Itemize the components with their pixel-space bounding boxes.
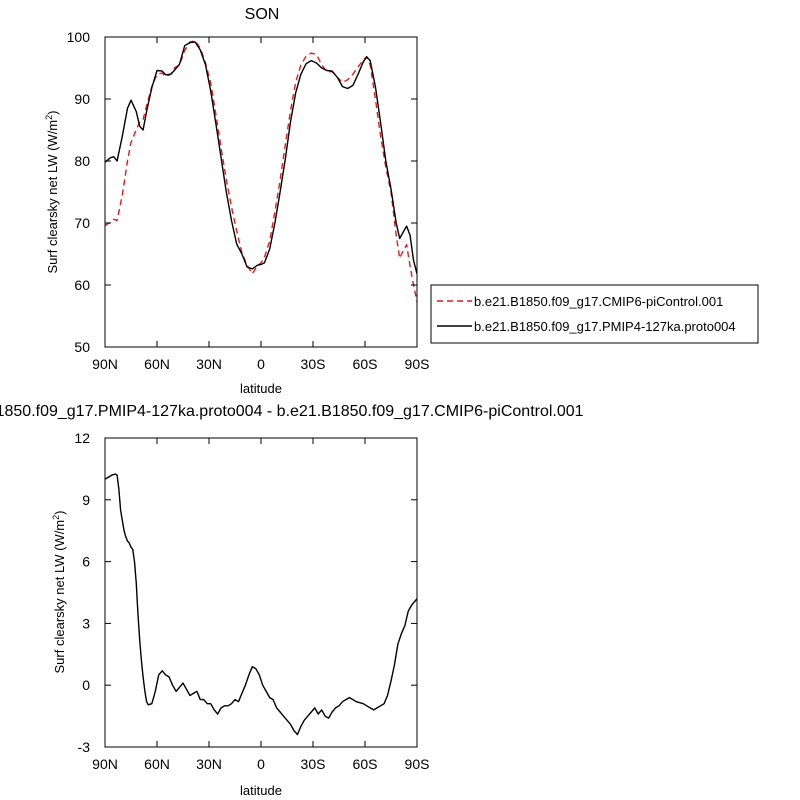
bottom-xtick-label: 30N xyxy=(196,756,222,772)
top-ytick-label: 50 xyxy=(74,339,90,355)
bottom-ytick-label: 12 xyxy=(74,430,90,446)
bottom-ylabel: Surf clearsky net LW (W/m2) xyxy=(51,511,67,674)
bottom-xtick-label: 30S xyxy=(301,756,326,772)
top-title: SON xyxy=(245,6,280,23)
bottom-series-line-0 xyxy=(104,473,418,736)
top-plot-frame xyxy=(104,36,418,348)
top-xtick-label: 60N xyxy=(144,356,170,372)
top-xtick-label: 90S xyxy=(405,356,430,372)
legend-label-picontrol: b.e21.B1850.f09_g17.CMIP6-piControl.001 xyxy=(474,294,723,309)
bottom-plot-frame xyxy=(104,437,418,748)
top-ytick-label: 80 xyxy=(74,153,90,169)
bottom-xtick-label: 90N xyxy=(92,756,118,772)
bottom-series-group xyxy=(104,473,418,736)
top-ylabel-main: Surf clearsky net LW (W/m xyxy=(45,120,60,274)
top-xtick-label: 90N xyxy=(92,356,118,372)
bottom-ylabel-sup: 2 xyxy=(51,515,61,520)
top-y-ticks: 50 60 70 80 90 100 xyxy=(67,29,417,355)
bottom-title: b.e21.B1850.f09_g17.PMIP4-127ka.proto004… xyxy=(0,403,584,420)
bottom-xtick-label: 0 xyxy=(257,756,265,772)
top-ylabel: Surf clearsky net LW (W/m2) xyxy=(44,111,60,274)
top-ytick-label: 70 xyxy=(74,215,90,231)
legend: b.e21.B1850.f09_g17.CMIP6-piControl.001 … xyxy=(430,284,759,344)
legend-box xyxy=(430,284,759,344)
top-series-group xyxy=(104,40,418,302)
top-ylabel-tail: ) xyxy=(45,111,60,115)
bottom-ylabel-main: Surf clearsky net LW (W/m xyxy=(52,520,67,674)
top-xtick-label: 30S xyxy=(301,356,326,372)
bottom-ytick-label: 9 xyxy=(82,492,90,508)
top-series-line-1 xyxy=(104,41,418,274)
bottom-xtick-label: 60N xyxy=(144,756,170,772)
top-ytick-label: 90 xyxy=(74,91,90,107)
bottom-xtick-label: 90S xyxy=(405,756,430,772)
top-panel: SON 90N 60N 30N 0 30S 60S 90S 50 60 70 80 90 100 la… xyxy=(44,6,429,396)
top-xtick-label: 60S xyxy=(353,356,378,372)
bottom-ytick-label: -3 xyxy=(78,739,91,755)
top-x-ticks: 90N 60N 30N 0 30S 60S 90S xyxy=(92,37,429,372)
top-ytick-label: 60 xyxy=(74,277,90,293)
top-xtick-label: 30N xyxy=(196,356,222,372)
top-series-line-0 xyxy=(104,40,418,302)
bottom-xtick-label: 60S xyxy=(353,756,378,772)
top-ylabel-sup: 2 xyxy=(44,115,54,120)
bottom-x-ticks: 90N 60N 30N 0 30S 60S 90S xyxy=(92,438,429,772)
bottom-xlabel: latitude xyxy=(240,783,282,798)
bottom-y-ticks: -3 0 3 6 9 12 xyxy=(74,430,417,755)
bottom-panel: b.e21.B1850.f09_g17.PMIP4-127ka.proto004… xyxy=(0,403,584,798)
bottom-ytick-label: 6 xyxy=(82,554,90,570)
top-xtick-label: 0 xyxy=(257,356,265,372)
bottom-ytick-label: 0 xyxy=(82,677,90,693)
legend-label-proto004: b.e21.B1850.f09_g17.PMIP4-127ka.proto004 xyxy=(474,319,736,334)
bottom-ylabel-tail: ) xyxy=(52,511,67,515)
top-xlabel: latitude xyxy=(240,381,282,396)
bottom-ytick-label: 3 xyxy=(82,615,90,631)
top-ytick-label: 100 xyxy=(67,29,91,45)
